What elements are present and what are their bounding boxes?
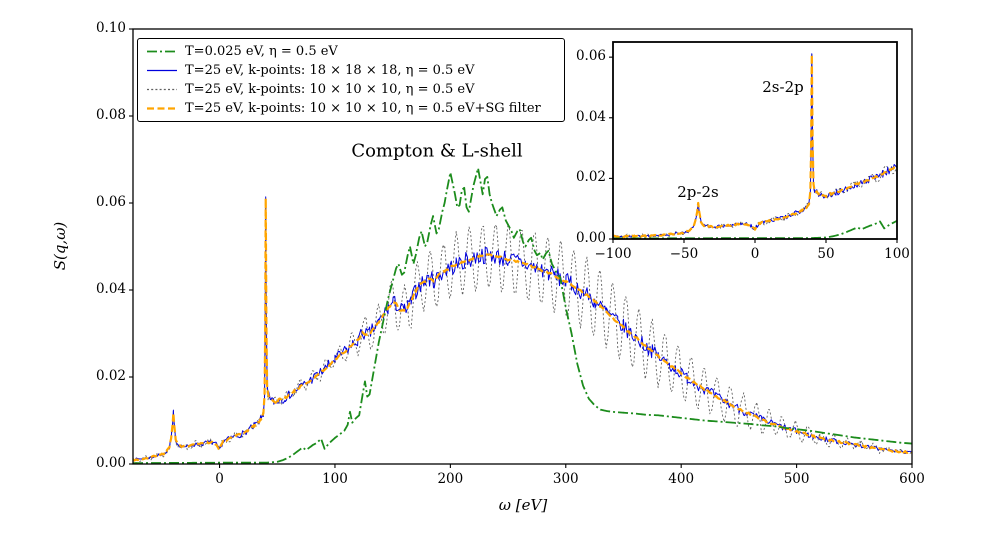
main-x-tick-label: 500 (783, 471, 810, 487)
main-series-curve (133, 167, 912, 464)
annotation-2p-2s: 2p-2s (677, 183, 719, 201)
inset-series-curve (613, 53, 897, 239)
main-x-tick-label: 0 (215, 471, 224, 487)
legend-label: T=25 eV, k-points: 18 × 18 × 18, η = 0.5… (185, 63, 475, 78)
main-y-tick-label: 0.10 (95, 20, 126, 36)
legend-line-sample (147, 88, 177, 91)
main-y-tick-label: 0.02 (95, 368, 126, 384)
main-y-tick-label: 0.06 (95, 194, 126, 210)
inset-x-tick-label: 50 (817, 246, 835, 262)
inset-y-tick-label: 0.00 (575, 230, 606, 246)
inset-background (613, 42, 897, 239)
y-axis-label: S(q,ω) (51, 221, 69, 271)
inset-y-tick-label: 0.02 (575, 169, 606, 186)
legend-label: T=25 eV, k-points: 10 × 10 × 10, η = 0.5… (185, 101, 541, 116)
main-x-tick-label: 600 (899, 471, 925, 487)
inset-x-tick-label: −100 (594, 246, 632, 262)
inset-y-tick-label: 0.06 (575, 48, 606, 65)
main-x-tick-label: 400 (668, 471, 695, 487)
legend-line-sample (147, 107, 177, 110)
annotation-2s-2p: 2s-2p (762, 78, 804, 96)
legend-item: T=25 eV, k-points: 10 × 10 × 10, η = 0.5… (146, 99, 556, 118)
main-x-tick-label: 100 (322, 471, 348, 487)
main-axes-frame (132, 28, 913, 465)
inset-x-tick-label: −50 (669, 246, 699, 262)
annotation-compton-l-shell: Compton & L-shell (351, 140, 523, 162)
main-y-tick-label: 0.08 (95, 107, 126, 123)
main-y-tick-label: 0.00 (95, 455, 126, 471)
legend: T=0.025 eV, η = 0.5 eV T=25 eV, k-points:… (137, 38, 565, 122)
x-axis-label: ω [eV] (498, 496, 548, 514)
main-x-tick-label: 200 (437, 471, 464, 487)
legend-item: T=0.025 eV, η = 0.5 eV (146, 42, 556, 61)
inset-y-tick-label: 0.04 (575, 108, 606, 125)
main-series-curve (133, 197, 912, 462)
inset-x-tick-label: 0 (750, 246, 760, 262)
legend-line-sample (147, 50, 177, 53)
legend-line-sample (147, 69, 177, 72)
main-y-tick-label: 0.04 (95, 281, 126, 297)
legend-label: T=25 eV, k-points: 10 × 10 × 10, η = 0.5… (185, 82, 475, 97)
legend-item: T=25 eV, k-points: 10 × 10 × 10, η = 0.5… (146, 80, 556, 99)
legend-label: T=0.025 eV, η = 0.5 eV (185, 44, 338, 59)
legend-item: T=25 eV, k-points: 18 × 18 × 18, η = 0.5… (146, 61, 556, 80)
inset-x-tick-label: 100 (884, 246, 910, 262)
main-x-tick-label: 300 (552, 471, 579, 487)
